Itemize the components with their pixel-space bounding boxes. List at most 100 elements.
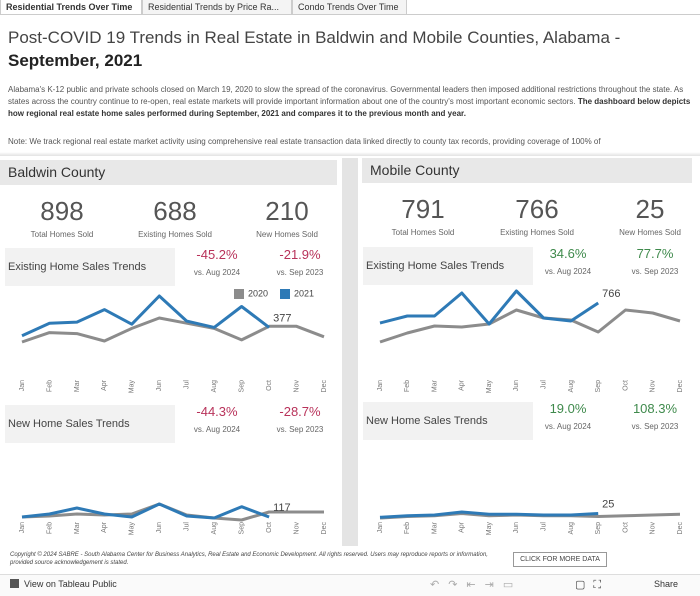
- month-label: Oct: [266, 522, 273, 533]
- month-label: Sep: [595, 380, 602, 393]
- month-label: Feb: [404, 380, 411, 392]
- change-value: 77.7%: [636, 246, 674, 261]
- month-label: Apr: [459, 379, 466, 391]
- series-line: [21, 316, 325, 344]
- change-value: -45.2%: [196, 247, 238, 262]
- series-line: [379, 510, 599, 519]
- more-data-button[interactable]: CLICK FOR MORE DATA: [513, 552, 607, 567]
- month-label: Jun: [513, 380, 520, 391]
- month-label: Aug: [211, 522, 218, 535]
- share[interactable]: Share: [654, 579, 679, 589]
- month-label: Oct: [266, 380, 273, 391]
- kpi-label: New Homes Sold: [619, 228, 681, 237]
- toolbar: [0, 574, 700, 596]
- series-line: [21, 294, 271, 338]
- series-line: [379, 308, 681, 344]
- kpi-label: Existing Homes Sold: [138, 230, 212, 239]
- change-value: -28.7%: [279, 404, 321, 419]
- month-label: Jan: [19, 380, 26, 391]
- kpi-value: 898: [40, 196, 84, 226]
- month-label: Aug: [568, 380, 575, 393]
- legend-label: 2021: [294, 288, 314, 298]
- month-label: May: [129, 380, 136, 394]
- note: Note: We track regional real estate mark…: [8, 137, 601, 146]
- divider: [342, 158, 358, 546]
- month-label: Jul: [540, 380, 547, 389]
- chart-title-box: Existing Home Sales Trends: [5, 248, 175, 286]
- change-value: 19.0%: [549, 401, 587, 416]
- toolbar-icons-2[interactable]: ▢⛶: [575, 579, 610, 591]
- legend-swatch: [234, 289, 244, 299]
- change-value: 108.3%: [632, 401, 678, 416]
- change-label: vs. Sep 2023: [631, 422, 679, 431]
- month-label: Sep: [238, 380, 245, 393]
- month-label: Nov: [650, 380, 657, 393]
- month-label: Nov: [293, 380, 300, 393]
- month-label: Jul: [184, 522, 191, 531]
- fade: [0, 152, 700, 156]
- month-label: Aug: [211, 380, 218, 393]
- month-label: Jun: [513, 522, 520, 533]
- month-label: Sep: [238, 522, 245, 535]
- change-label: vs. Aug 2024: [193, 268, 241, 277]
- view-on-tableau[interactable]: View on Tableau Public: [10, 579, 117, 589]
- month-label: May: [486, 522, 493, 536]
- change-value: 34.6%: [549, 246, 587, 261]
- kpi-value: 688: [153, 196, 197, 226]
- legend-label: 2020: [248, 288, 268, 298]
- month-label: Jun: [156, 380, 163, 391]
- month-label: Mar: [74, 379, 81, 392]
- data-label: 117: [273, 502, 291, 514]
- month-label: Jan: [19, 522, 26, 533]
- month-label: Mar: [431, 521, 438, 534]
- data-label: 377: [273, 312, 291, 324]
- month-label: Apr: [101, 521, 108, 533]
- kpi-label: Total Homes Sold: [30, 230, 94, 239]
- month-label: Feb: [46, 522, 53, 534]
- kpi-value: 25: [635, 194, 665, 224]
- toolbar-icons[interactable]: ↶↷⇤⇥▭: [430, 579, 523, 591]
- kpi-label: Existing Homes Sold: [500, 228, 574, 237]
- month-label: Jul: [184, 380, 191, 389]
- kpi-label: Total Homes Sold: [391, 228, 455, 237]
- change-label: vs. Aug 2024: [544, 422, 592, 431]
- month-label: Apr: [459, 521, 466, 533]
- month-label: May: [486, 380, 493, 394]
- kpi-value: 210: [265, 196, 309, 226]
- title: Post-COVID 19 Trends in Real Estate in B…: [8, 26, 668, 72]
- copyright: Copyright © 2024 SABRE - South Alabama C…: [10, 552, 488, 566]
- kpi-value: 766: [515, 194, 559, 224]
- change-label: vs. Aug 2024: [544, 267, 592, 276]
- data-label: 766: [602, 288, 620, 300]
- month-label: Mar: [431, 379, 438, 392]
- month-label: Oct: [622, 522, 629, 533]
- month-label: Jun: [156, 522, 163, 533]
- month-label: Dec: [677, 522, 684, 535]
- series-line: [21, 502, 270, 520]
- month-label: Jan: [377, 522, 384, 533]
- month-label: Oct: [622, 380, 629, 391]
- month-label: Dec: [677, 380, 684, 393]
- month-label: Nov: [650, 522, 657, 535]
- change-value: -21.9%: [279, 247, 321, 262]
- kpi-label: New Homes Sold: [256, 230, 318, 239]
- month-label: May: [129, 522, 136, 536]
- month-label: Aug: [568, 522, 575, 535]
- legend-swatch: [280, 289, 290, 299]
- month-label: Apr: [101, 379, 108, 391]
- chart-title-box: New Home Sales Trends: [5, 405, 175, 443]
- title-text: Post-COVID 19 Trends in Real Estate in B…: [8, 28, 621, 47]
- month-label: Dec: [321, 522, 328, 535]
- data-label: 25: [602, 498, 614, 510]
- county-header: Baldwin County: [0, 160, 337, 185]
- intro-bold: The dashboard below depicts how regional…: [8, 97, 691, 118]
- intro-text: Alabama's K-12 public and private school…: [8, 85, 684, 106]
- month-label: Feb: [46, 380, 53, 392]
- month-label: Nov: [293, 522, 300, 535]
- view-text: View on Tableau Public: [24, 579, 117, 589]
- title-bold: September, 2021: [8, 51, 143, 70]
- month-label: Mar: [74, 521, 81, 534]
- change-label: vs. Sep 2023: [631, 267, 679, 276]
- change-label: vs. Sep 2023: [276, 425, 324, 434]
